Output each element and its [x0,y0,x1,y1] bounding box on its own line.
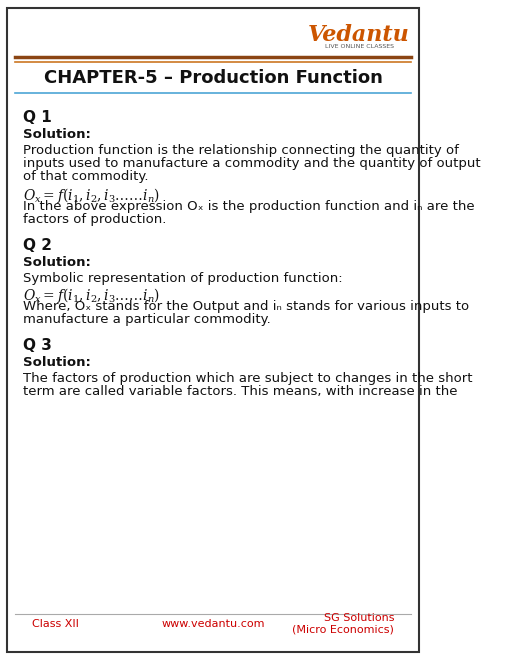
Text: Vedantu: Vedantu [307,24,409,46]
Text: term are called variable factors. This means, with increase in the: term are called variable factors. This m… [23,385,457,398]
Text: In the above expression Oₓ is the production function and iₙ are the: In the above expression Oₓ is the produc… [23,200,474,213]
Text: Q 1: Q 1 [23,110,52,125]
Polygon shape [61,200,178,270]
Text: Where, Oₓ stands for the Output and iₙ stands for various inputs to: Where, Oₓ stands for the Output and iₙ s… [23,300,469,313]
Text: The factors of production which are subject to changes in the short: The factors of production which are subj… [23,372,472,385]
Polygon shape [221,100,308,370]
Text: Q 3: Q 3 [23,338,52,353]
Text: Solution:: Solution: [23,356,91,369]
Text: $O_x = f(i_1, i_2, i_3 \ldots \ldots i_n)$: $O_x = f(i_1, i_2, i_3 \ldots \ldots i_n… [23,186,160,205]
Text: factors of production.: factors of production. [23,213,166,226]
Text: www.vedantu.com: www.vedantu.com [161,619,264,629]
Text: CHAPTER-5 – Production Function: CHAPTER-5 – Production Function [43,69,382,87]
FancyBboxPatch shape [7,8,418,652]
Text: of that commodity.: of that commodity. [23,170,149,183]
Polygon shape [67,100,154,320]
Text: $O_x = f(i_1, i_2, i_3 \ldots \ldots i_n)$: $O_x = f(i_1, i_2, i_3 \ldots \ldots i_n… [23,286,160,305]
Text: Solution:: Solution: [23,128,91,141]
Polygon shape [275,100,358,320]
Text: Q 2: Q 2 [23,238,52,253]
Text: LIVE ONLINE CLASSES: LIVE ONLINE CLASSES [324,44,393,50]
Polygon shape [247,200,364,270]
Text: SG Solutions
(Micro Economics): SG Solutions (Micro Economics) [292,613,393,635]
Text: manufacture a particular commodity.: manufacture a particular commodity. [23,313,271,326]
Text: Solution:: Solution: [23,256,91,269]
Text: Class XII: Class XII [32,619,78,629]
Text: Symbolic representation of production function:: Symbolic representation of production fu… [23,272,343,285]
Text: inputs used to manufacture a commodity and the quantity of output: inputs used to manufacture a commodity a… [23,157,480,170]
Text: Production function is the relationship connecting the quantity of: Production function is the relationship … [23,144,459,157]
Polygon shape [121,100,221,370]
